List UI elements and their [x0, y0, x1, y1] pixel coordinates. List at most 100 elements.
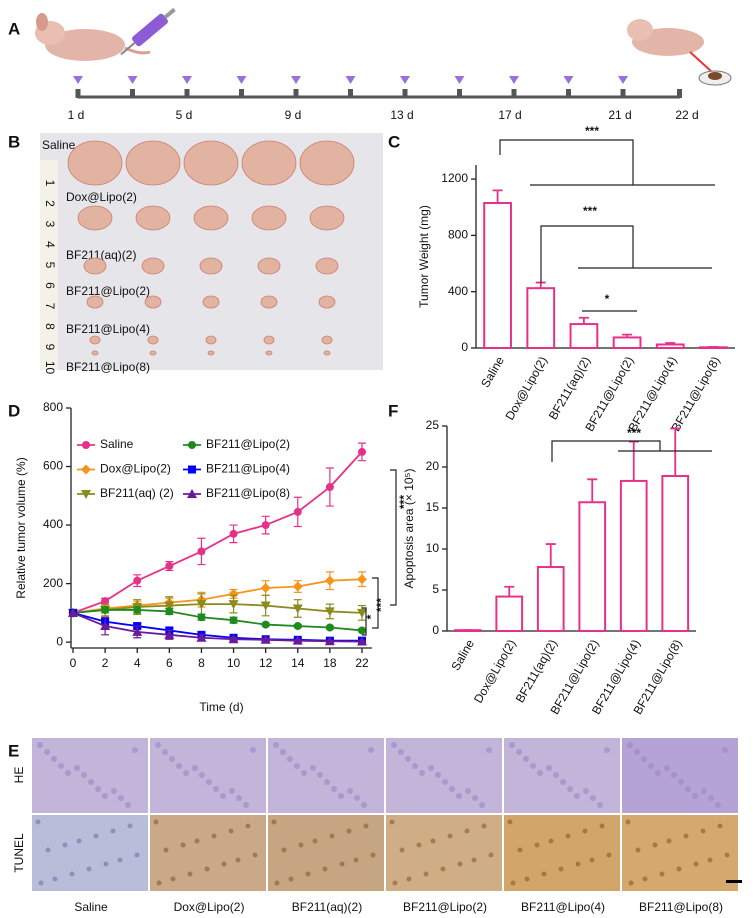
- texture: [252, 852, 258, 858]
- series-line: [72, 451, 363, 614]
- texture: [641, 756, 647, 762]
- tumor: [144, 295, 162, 309]
- significance-bracket: [390, 469, 397, 606]
- significance-label: ***: [585, 124, 599, 138]
- y-tick-label: 600: [43, 459, 63, 473]
- ruler-number: 10: [43, 361, 57, 375]
- data-point: [324, 636, 335, 646]
- x-axis-label: Time (d): [199, 700, 243, 714]
- ruler-number: 4: [43, 241, 57, 248]
- bar: [578, 501, 607, 633]
- texture: [625, 819, 631, 825]
- texture: [583, 788, 589, 794]
- x-tick-label: BF211(aq)(2): [513, 637, 560, 705]
- data-point: [100, 621, 111, 631]
- texture: [170, 876, 176, 882]
- y-tick-label: 800: [448, 228, 468, 242]
- column-label: BF211@Lipo(2): [403, 900, 487, 914]
- dose-marker: [454, 76, 465, 84]
- group-label: BF211@Lipo(4): [66, 322, 150, 336]
- texture: [634, 749, 640, 755]
- day-label: 9 d: [285, 108, 302, 122]
- texture: [312, 838, 318, 844]
- timeline-tick: [457, 89, 462, 98]
- texture: [676, 866, 682, 872]
- he-image: [504, 738, 620, 813]
- texture: [305, 871, 311, 877]
- texture: [537, 770, 543, 776]
- texture: [274, 880, 280, 886]
- texture: [606, 852, 612, 858]
- data-point: [196, 600, 207, 610]
- day-label: 21 d: [608, 108, 631, 122]
- data-point: [261, 620, 270, 629]
- tumor: [125, 140, 181, 186]
- panel-letter: A: [8, 19, 20, 38]
- texture: [666, 838, 672, 844]
- data-point: [260, 634, 271, 644]
- legend-label: BF211@Lipo(4): [206, 462, 290, 476]
- texture: [361, 802, 367, 808]
- texture: [93, 833, 99, 839]
- data-point: [358, 447, 366, 456]
- tumor: [251, 205, 287, 231]
- dose-marker: [73, 76, 83, 84]
- column-label: BF211@Lipo(4): [521, 900, 605, 914]
- significance-label: ***: [397, 495, 411, 509]
- x-tick-label: 22: [355, 656, 369, 670]
- texture: [582, 828, 588, 834]
- he-image: [32, 738, 148, 813]
- ruler-number: 7: [43, 303, 57, 310]
- row-label: HE: [12, 767, 26, 784]
- texture: [317, 772, 323, 778]
- data-point: [164, 629, 175, 639]
- texture: [628, 880, 634, 886]
- he-image: [268, 738, 384, 813]
- texture: [288, 876, 294, 882]
- texture: [465, 788, 471, 794]
- significance-bracket: [540, 225, 712, 283]
- dose-marker: [182, 76, 192, 84]
- day-label: 1 d: [68, 108, 85, 122]
- texture: [664, 765, 670, 771]
- x-tick-label: 4: [134, 656, 141, 670]
- tumor: [183, 140, 239, 186]
- texture: [111, 788, 117, 794]
- data-point: [357, 574, 367, 585]
- texture: [134, 852, 140, 858]
- texture: [95, 786, 101, 792]
- timeline-tick: [566, 89, 571, 98]
- texture: [406, 876, 412, 882]
- texture: [724, 852, 730, 858]
- legend-marker: [188, 441, 196, 449]
- data-point: [260, 601, 271, 611]
- tumor: [318, 295, 336, 309]
- texture: [338, 793, 344, 799]
- error-bar: [492, 189, 503, 204]
- data-point: [292, 635, 303, 645]
- tumor: [91, 350, 99, 356]
- texture: [715, 802, 721, 808]
- column-label: Dox@Lipo(2): [174, 900, 245, 914]
- he-image: [622, 738, 738, 813]
- timeline-tick: [677, 89, 682, 98]
- tumor: [265, 350, 273, 356]
- tumor: [67, 140, 123, 186]
- texture: [575, 861, 581, 867]
- ruler-number: 6: [43, 282, 57, 289]
- texture: [221, 861, 227, 867]
- texture: [235, 857, 241, 863]
- dose-marker: [563, 76, 574, 84]
- texture: [331, 786, 337, 792]
- tumor: [149, 350, 157, 356]
- texture: [324, 779, 330, 785]
- texture: [271, 819, 277, 825]
- data-point: [229, 616, 238, 625]
- group-label: BF211@Lipo(8): [66, 360, 150, 374]
- texture: [419, 770, 425, 776]
- texture: [590, 795, 596, 801]
- texture: [707, 857, 713, 863]
- texture: [541, 871, 547, 877]
- texture: [69, 871, 75, 877]
- texture: [287, 756, 293, 762]
